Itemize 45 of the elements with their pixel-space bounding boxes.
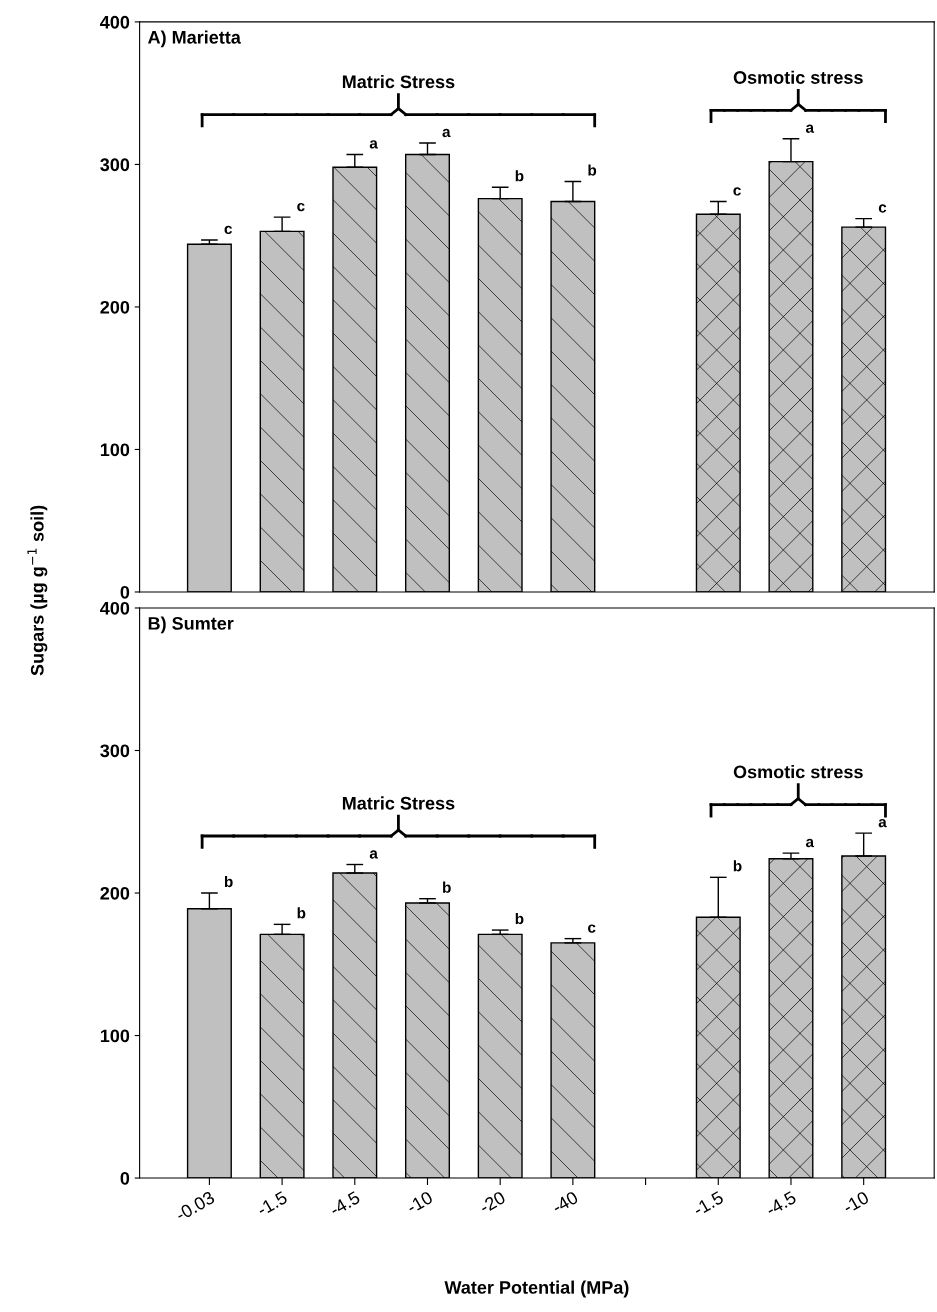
data-label: b — [443, 881, 451, 893]
data-label: a — [442, 128, 451, 138]
data-label: c — [878, 204, 887, 213]
data-label: a — [369, 140, 378, 149]
data-label: b — [515, 912, 524, 925]
y-tick-label: 400 — [100, 15, 130, 29]
y-tick-label: 100 — [100, 443, 130, 457]
y-tick-label: 200 — [100, 300, 130, 314]
data-label: b — [224, 875, 233, 888]
data-label: b — [733, 860, 742, 872]
data-label: c — [733, 187, 741, 196]
y-tick-label: 400 — [100, 601, 130, 615]
y-tick-label: 200 — [100, 886, 130, 900]
data-label: b — [297, 907, 306, 919]
y-tick-label: 0 — [120, 1171, 130, 1185]
x-tick-label: -10 — [842, 1190, 870, 1214]
x-tick-label: -4.5 — [328, 1190, 361, 1217]
annotation: Matric Stress — [342, 74, 455, 89]
y-axis-title: Sugars (µg g$^{−1}$ soil) — [27, 505, 48, 676]
x-tick-label: -1.5 — [692, 1190, 725, 1217]
x-tick-label: -1.5 — [256, 1190, 289, 1217]
y-tick-label: 300 — [100, 158, 130, 172]
y-tick-label: 300 — [100, 744, 130, 758]
chart-title: A) Marietta — [148, 30, 241, 48]
annotation: Matric Stress — [342, 796, 455, 810]
data-label: a — [805, 124, 815, 133]
data-label: b — [515, 170, 524, 182]
y-tick-label: 0 — [120, 585, 130, 599]
data-label: a — [805, 838, 815, 848]
x-tick-label: -20 — [478, 1190, 507, 1214]
chart-title: B) Sumter — [148, 616, 234, 634]
x-tick-label: -10 — [405, 1190, 434, 1214]
x-tick-label: -0.03 — [174, 1190, 216, 1222]
x-axis-title: Water Potential (MPa) — [444, 1280, 629, 1298]
data-label: c — [224, 225, 232, 235]
y-tick-label: 100 — [100, 1029, 130, 1043]
annotation: Osmotic stress — [733, 70, 863, 84]
data-label: a — [369, 850, 378, 859]
data-label: c — [588, 924, 596, 933]
data-label: c — [297, 202, 305, 212]
data-label: b — [588, 164, 597, 176]
annotation: Osmotic stress — [733, 765, 863, 779]
x-tick-label: -4.5 — [765, 1190, 797, 1217]
data-label: a — [878, 818, 887, 828]
x-tick-label: -40 — [551, 1190, 579, 1214]
